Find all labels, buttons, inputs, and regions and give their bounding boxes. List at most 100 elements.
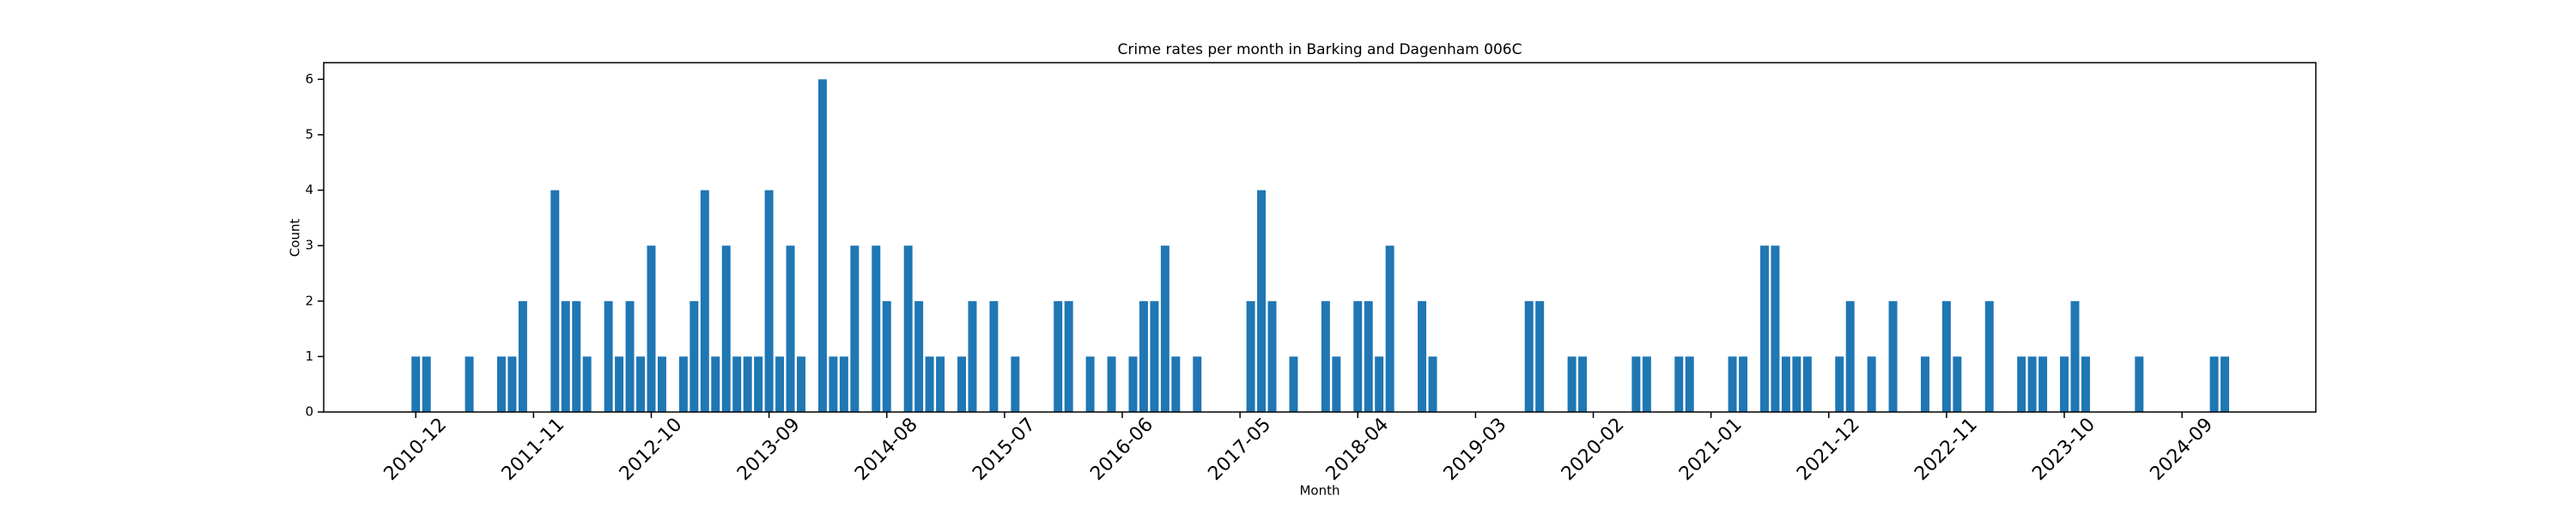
bar	[1845, 300, 1855, 412]
bar	[1257, 190, 1267, 413]
x-tick-label: 2021-12	[1793, 414, 1864, 485]
bar	[1107, 356, 1116, 412]
bar	[2081, 356, 2090, 412]
bar	[1941, 300, 1951, 412]
bar	[957, 356, 966, 412]
bar	[657, 356, 666, 412]
bar	[1332, 356, 1341, 412]
bar	[1867, 356, 1876, 412]
bar	[754, 356, 763, 412]
bar	[872, 245, 881, 412]
x-tick-label: 2023-10	[2028, 414, 2099, 485]
bar	[1781, 356, 1790, 412]
x-tick-label: 2016-06	[1086, 414, 1157, 485]
bar	[989, 300, 999, 412]
bar	[647, 245, 656, 412]
bar	[1759, 245, 1769, 412]
bar	[1578, 356, 1588, 412]
bar	[1321, 300, 1330, 412]
bar	[721, 245, 731, 412]
bar	[1728, 356, 1737, 412]
bar	[636, 356, 645, 412]
bar	[1375, 356, 1384, 412]
bar	[582, 356, 592, 412]
y-tick-label: 2	[305, 293, 313, 308]
x-tick-label: 2010-12	[380, 414, 452, 485]
bar	[1246, 300, 1255, 412]
bar	[604, 300, 613, 412]
bar	[550, 190, 560, 413]
bar	[561, 300, 570, 412]
bar	[1289, 356, 1298, 412]
bar	[743, 356, 752, 412]
y-tick-label: 1	[305, 348, 313, 364]
bar	[1802, 356, 1812, 412]
bar	[2027, 356, 2037, 412]
x-tick-label: 2013-09	[733, 414, 805, 485]
y-tick-label: 0	[305, 404, 313, 420]
bar	[507, 356, 517, 412]
bar	[1524, 300, 1534, 412]
bar	[914, 300, 924, 412]
bar	[850, 245, 860, 412]
bar	[2135, 356, 2144, 412]
bar	[2209, 356, 2219, 412]
bar	[465, 356, 474, 412]
bar	[1953, 356, 1962, 412]
x-tick-label: 2011-11	[498, 414, 569, 485]
x-tick-label: 2024-09	[2146, 414, 2217, 485]
bar	[700, 190, 709, 413]
plot-frame	[323, 62, 2317, 413]
x-tick-label: 2020-02	[1558, 414, 1629, 485]
bar	[411, 356, 421, 412]
bar	[797, 356, 805, 412]
bar	[2070, 300, 2080, 412]
bar	[690, 300, 699, 412]
bar	[1139, 300, 1148, 412]
bar	[786, 245, 795, 412]
bar	[775, 356, 785, 412]
bar	[1428, 356, 1437, 412]
bar	[1535, 300, 1545, 412]
bar	[2038, 356, 2048, 412]
bar	[1054, 300, 1063, 412]
y-tick-label: 5	[305, 126, 313, 142]
y-axis-label: Count	[288, 219, 303, 258]
bar	[882, 300, 891, 412]
bar	[1920, 356, 1929, 412]
x-tick-label: 2017-05	[1204, 414, 1275, 485]
bar	[1567, 356, 1577, 412]
x-tick-label: 2021-01	[1675, 414, 1747, 485]
bar	[829, 356, 838, 412]
bar	[1085, 356, 1095, 412]
bar	[1888, 300, 1898, 412]
bar	[1792, 356, 1801, 412]
x-tick-label: 2019-03	[1440, 414, 1511, 485]
bar	[1418, 300, 1427, 412]
bar	[2060, 356, 2069, 412]
bar	[839, 356, 848, 412]
y-tick-label: 3	[305, 238, 313, 253]
bar	[1984, 300, 1994, 412]
bar	[678, 356, 688, 412]
bar	[1685, 356, 1694, 412]
bar	[615, 356, 624, 412]
bar	[1160, 245, 1170, 412]
bar	[968, 300, 977, 412]
bar	[1128, 356, 1138, 412]
bar	[1674, 356, 1684, 412]
bar	[1364, 300, 1373, 412]
y-tick-label: 4	[305, 182, 313, 197]
y-tick-label: 6	[305, 71, 313, 87]
bar	[1150, 300, 1159, 412]
bar	[1835, 356, 1844, 412]
x-tick-label: 2012-10	[616, 414, 687, 485]
bar	[732, 356, 742, 412]
bar	[764, 190, 774, 413]
bar	[1642, 356, 1651, 412]
bar	[422, 356, 431, 412]
bar	[625, 300, 635, 412]
bar	[1267, 300, 1277, 412]
bar	[1193, 356, 1202, 412]
